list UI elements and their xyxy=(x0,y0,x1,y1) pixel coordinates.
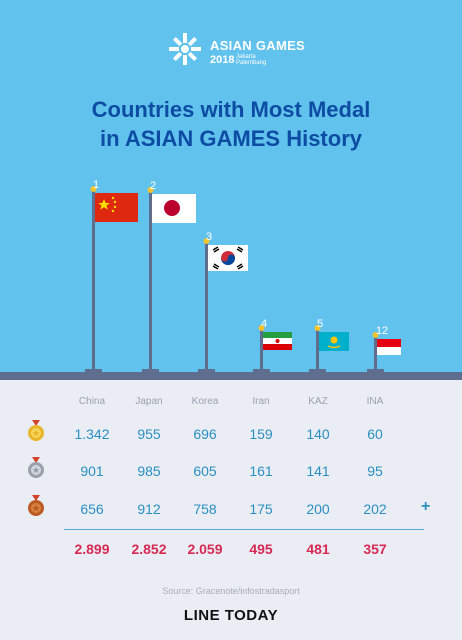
total-korea: 2.059 xyxy=(187,541,223,557)
rank-label-kaz: 5 xyxy=(317,318,323,330)
bronze-medal-icon xyxy=(28,495,44,516)
column-header-iran: Iran xyxy=(252,396,270,407)
column-header-kaz: KAZ xyxy=(308,396,328,407)
silver-china: 901 xyxy=(80,463,104,479)
logo-year: 2018 xyxy=(210,54,235,66)
indonesia-flag-icon xyxy=(377,339,401,355)
table-background xyxy=(0,378,462,640)
silver-japan: 985 xyxy=(137,463,161,479)
gold-china: 1.342 xyxy=(74,426,110,442)
column-header-japan: Japan xyxy=(135,396,163,407)
silver-ina: 95 xyxy=(367,463,383,479)
total-ina: 357 xyxy=(363,541,387,557)
rank-label-china: 1 xyxy=(93,179,99,191)
silver-kaz: 141 xyxy=(306,463,330,479)
column-header-ina: INA xyxy=(366,396,384,407)
total-japan: 2.852 xyxy=(131,541,167,557)
column-header-korea: Korea xyxy=(191,396,219,407)
china-flag-pole xyxy=(85,186,138,373)
china-flag-icon xyxy=(95,193,138,222)
bronze-japan: 912 xyxy=(137,501,161,517)
total-iran: 495 xyxy=(249,541,273,557)
gold-korea: 696 xyxy=(193,426,217,442)
total-kaz: 481 xyxy=(306,541,330,557)
indonesia-flag-pole xyxy=(367,332,401,373)
rank-label-ina: 12 xyxy=(376,325,388,337)
bronze-china: 656 xyxy=(80,501,104,517)
flag-poles-illustration: 1 2 3 4 5 12 xyxy=(85,179,401,373)
kazakhstan-flag-pole xyxy=(309,325,349,373)
chart-title-line2: in ASIAN GAMES History xyxy=(100,126,362,151)
japan-flag-pole xyxy=(142,187,196,373)
iran-flag-icon xyxy=(263,332,292,350)
bronze-ina: 202 xyxy=(363,501,387,517)
silver-iran: 161 xyxy=(249,463,273,479)
rank-label-korea: 3 xyxy=(206,231,212,243)
column-header-china: China xyxy=(78,396,106,407)
gold-ina: 60 xyxy=(367,426,383,442)
gold-iran: 159 xyxy=(249,426,273,442)
gold-kaz: 140 xyxy=(306,426,330,442)
gold-medal-icon xyxy=(28,420,44,441)
silver-korea: 605 xyxy=(193,463,217,479)
brand-logo: LINE TODAY xyxy=(183,607,279,624)
bronze-iran: 175 xyxy=(249,501,273,517)
plus-icon: + xyxy=(421,498,431,515)
ground-strip xyxy=(0,372,462,380)
sky-background xyxy=(0,0,462,378)
silver-medal-icon xyxy=(28,457,44,478)
chart-title-line1: Countries with Most Medal xyxy=(91,97,371,122)
korea-flag-pole xyxy=(198,238,248,373)
total-divider xyxy=(64,529,424,530)
logo-title: ASIAN GAMES xyxy=(210,38,306,53)
asian-games-logo xyxy=(169,33,201,65)
kazakhstan-flag-icon xyxy=(319,332,349,351)
bronze-korea: 758 xyxy=(193,501,217,517)
logo-host: Jakarta Palembang xyxy=(236,54,267,66)
rank-label-iran: 4 xyxy=(261,318,267,330)
gold-japan: 955 xyxy=(137,426,161,442)
total-china: 2.899 xyxy=(74,541,110,557)
source-note: Source: Gracenote/infostradasport xyxy=(162,586,300,596)
rank-label-japan: 2 xyxy=(150,180,156,192)
bronze-kaz: 200 xyxy=(306,501,330,517)
iran-flag-pole xyxy=(253,325,292,373)
